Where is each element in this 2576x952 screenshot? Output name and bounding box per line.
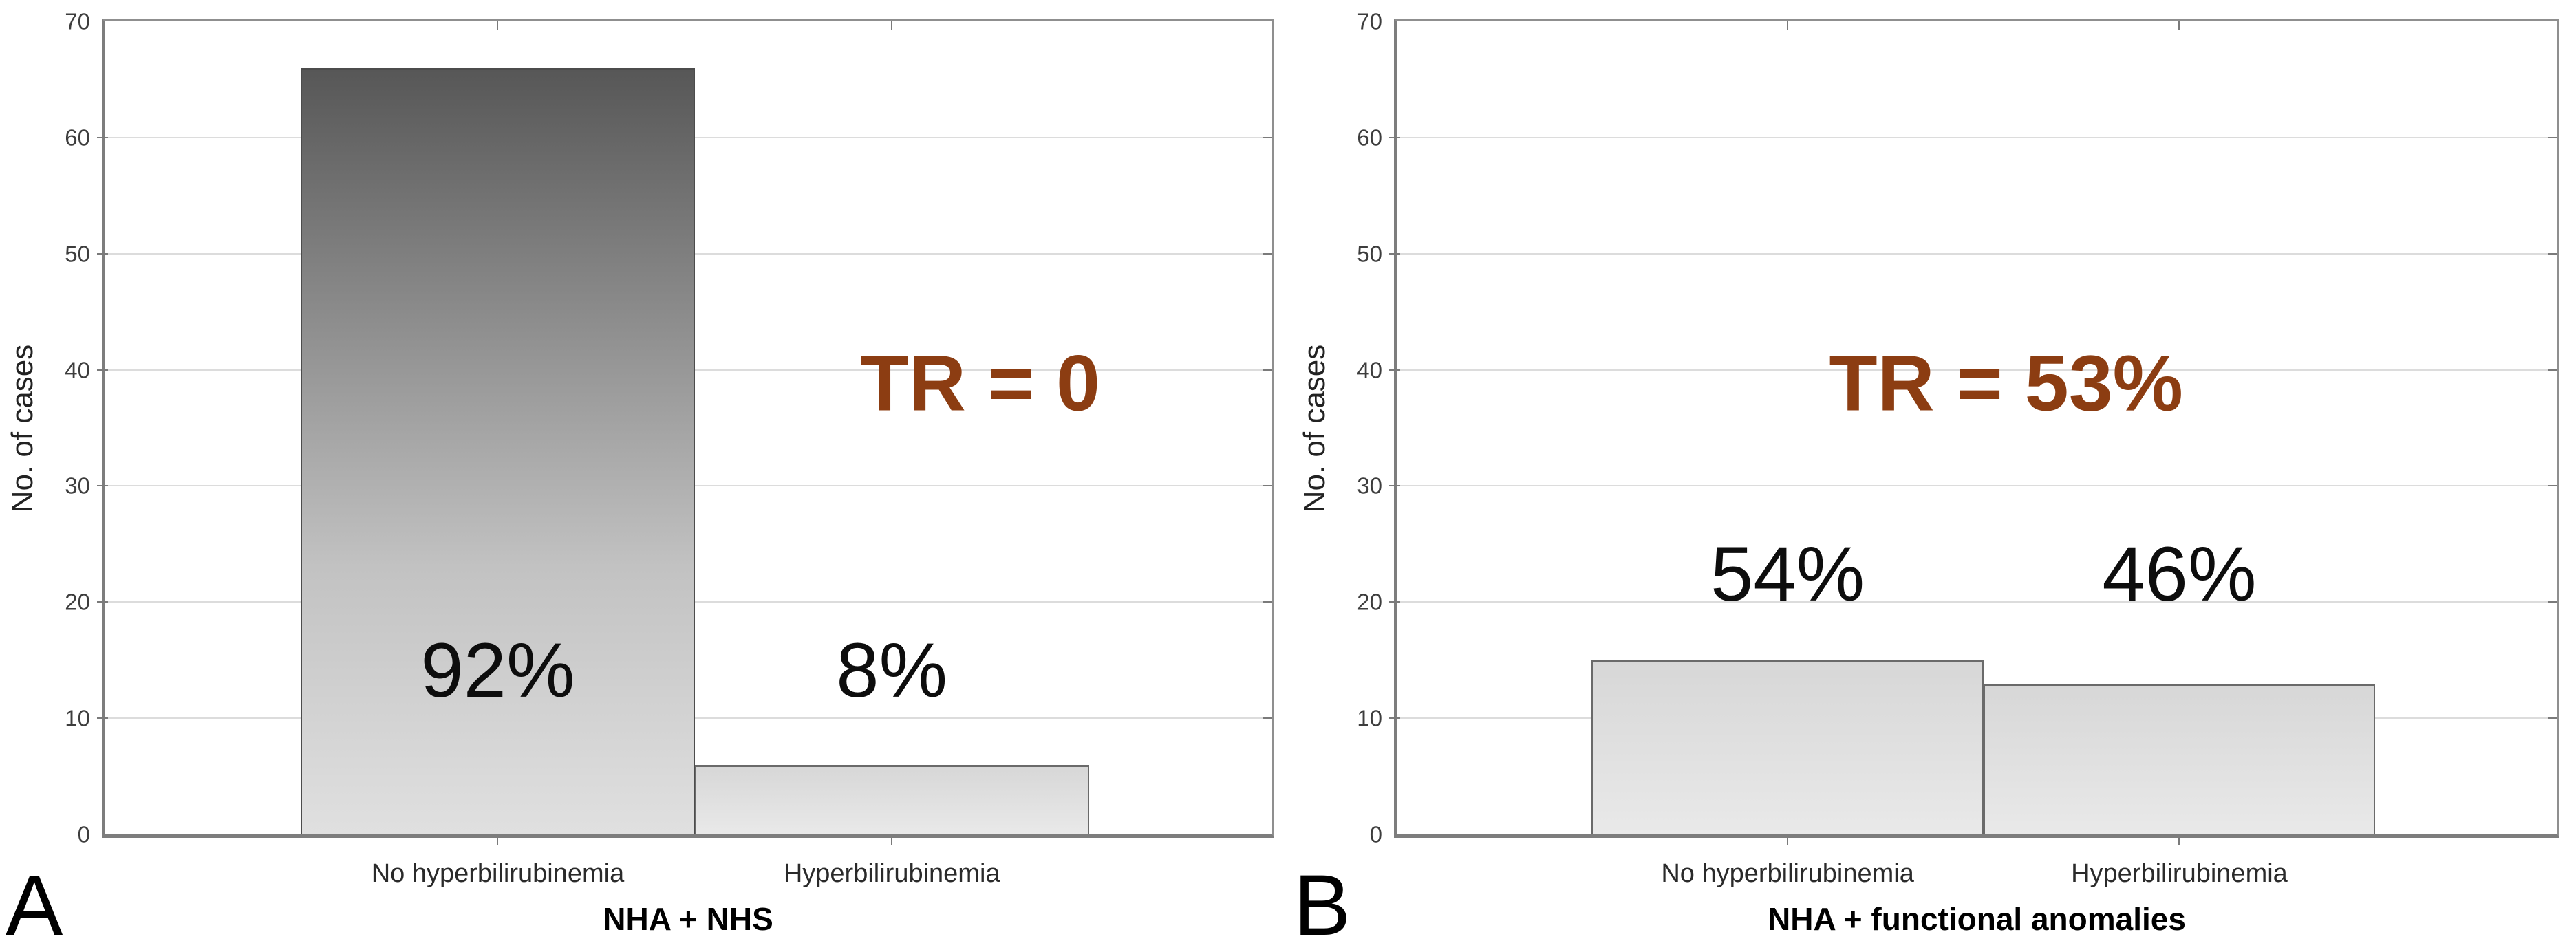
axis-tick-right (2548, 601, 2557, 603)
y-tick-label: 0 (1369, 821, 1382, 847)
y-tick-label: 30 (65, 473, 90, 499)
axis-tick-left (1389, 252, 1400, 255)
y-tick-label: 40 (65, 357, 90, 383)
panel-letter-b: B (1294, 858, 1351, 952)
axis-tick-left (97, 485, 108, 487)
axis-tick-right (1263, 369, 1272, 371)
category-tick-bottom (891, 838, 893, 845)
category-tick-top (891, 21, 893, 30)
x-tick-label: Hyperbilirubinemia (783, 859, 1000, 888)
gridline (1397, 369, 2557, 371)
panel-b: 54% 46% TR = 53% No. of cases 0 10 20 30 40 5… (1288, 0, 2576, 952)
axis-tick-right (1263, 485, 1272, 487)
panel-letter-a: A (6, 858, 63, 952)
x-tick-label: No hyperbilirubinemia (1661, 859, 1914, 888)
axis-tick-right (2548, 252, 2557, 255)
axis-tick-right (2548, 485, 2557, 487)
y-tick-label: 50 (1357, 241, 1382, 267)
y-tick-label: 70 (1357, 8, 1382, 34)
category-tick-bottom (1787, 838, 1789, 845)
gridline (1397, 485, 2557, 487)
x-axis-title: NHA + NHS (603, 901, 773, 937)
axis-tick-right (1263, 717, 1272, 720)
bar-no-hyperbilirubinemia (301, 67, 695, 834)
category-tick-bottom (2178, 838, 2180, 845)
category-tick-top (497, 21, 499, 30)
axis-tick-left (97, 252, 108, 255)
axis-tick-left (1389, 136, 1400, 138)
bar-no-hyperbilirubinemia (1591, 660, 1984, 834)
axis-tick-left (1389, 601, 1400, 603)
bar-value-label: 46% (2102, 531, 2257, 617)
category-tick-top (2178, 21, 2180, 30)
y-tick-label: 60 (1357, 125, 1382, 151)
axis-tick-right (2548, 369, 2557, 371)
tr-annotation: TR = 0 (860, 339, 1100, 428)
category-tick-bottom (497, 838, 499, 845)
axis-tick-left (97, 717, 108, 720)
bar-value-label: 54% (1710, 531, 1865, 617)
y-tick-label: 30 (1357, 473, 1382, 499)
axis-tick-left (1389, 369, 1400, 371)
gridline (1397, 136, 2557, 138)
axis-tick-right (2548, 136, 2557, 138)
tr-annotation: TR = 53% (1829, 339, 2183, 428)
panel-a: 92% 8% TR = 0 No. of cases 0 10 20 30 40 50 60… (6, 8, 1274, 952)
axis-tick-right (2548, 717, 2557, 720)
axis-tick-left (97, 369, 108, 371)
gridline (1397, 252, 2557, 255)
y-tick-label: 20 (65, 589, 90, 615)
gridline (1397, 601, 2557, 603)
axis-tick-left (1389, 717, 1400, 720)
y-tick-label: 40 (1357, 357, 1382, 383)
y-tick-label: 20 (1357, 589, 1382, 615)
axis-tick-right (1263, 252, 1272, 255)
axis-tick-left (1389, 485, 1400, 487)
bar-value-label: 92% (420, 627, 575, 713)
x-axis-title: NHA + functional anomalies (1768, 901, 2186, 937)
axis-tick-right (1263, 136, 1272, 138)
x-tick-label: No hyperbilirubinemia (371, 859, 625, 888)
category-tick-top (1787, 21, 1789, 30)
y-tick-label: 0 (77, 821, 90, 847)
axis-tick-left (97, 601, 108, 603)
axis-tick-right (1263, 601, 1272, 603)
y-tick-label: 10 (1357, 705, 1382, 731)
plot-area-b: 54% 46% TR = 53% (1389, 19, 2559, 845)
x-tick-label: Hyperbilirubinemia (2071, 859, 2288, 888)
y-tick-label: 70 (65, 8, 90, 34)
plot-area-a: 92% 8% TR = 0 (97, 19, 1274, 845)
bar-hyperbilirubinemia (1983, 683, 2376, 834)
y-tick-label: 10 (65, 705, 90, 731)
y-tick-label: 50 (65, 241, 90, 267)
y-tick-label: 60 (65, 125, 90, 151)
bar-hyperbilirubinemia (694, 764, 1089, 834)
bar-value-label: 8% (836, 627, 948, 713)
axis-tick-left (97, 136, 108, 138)
